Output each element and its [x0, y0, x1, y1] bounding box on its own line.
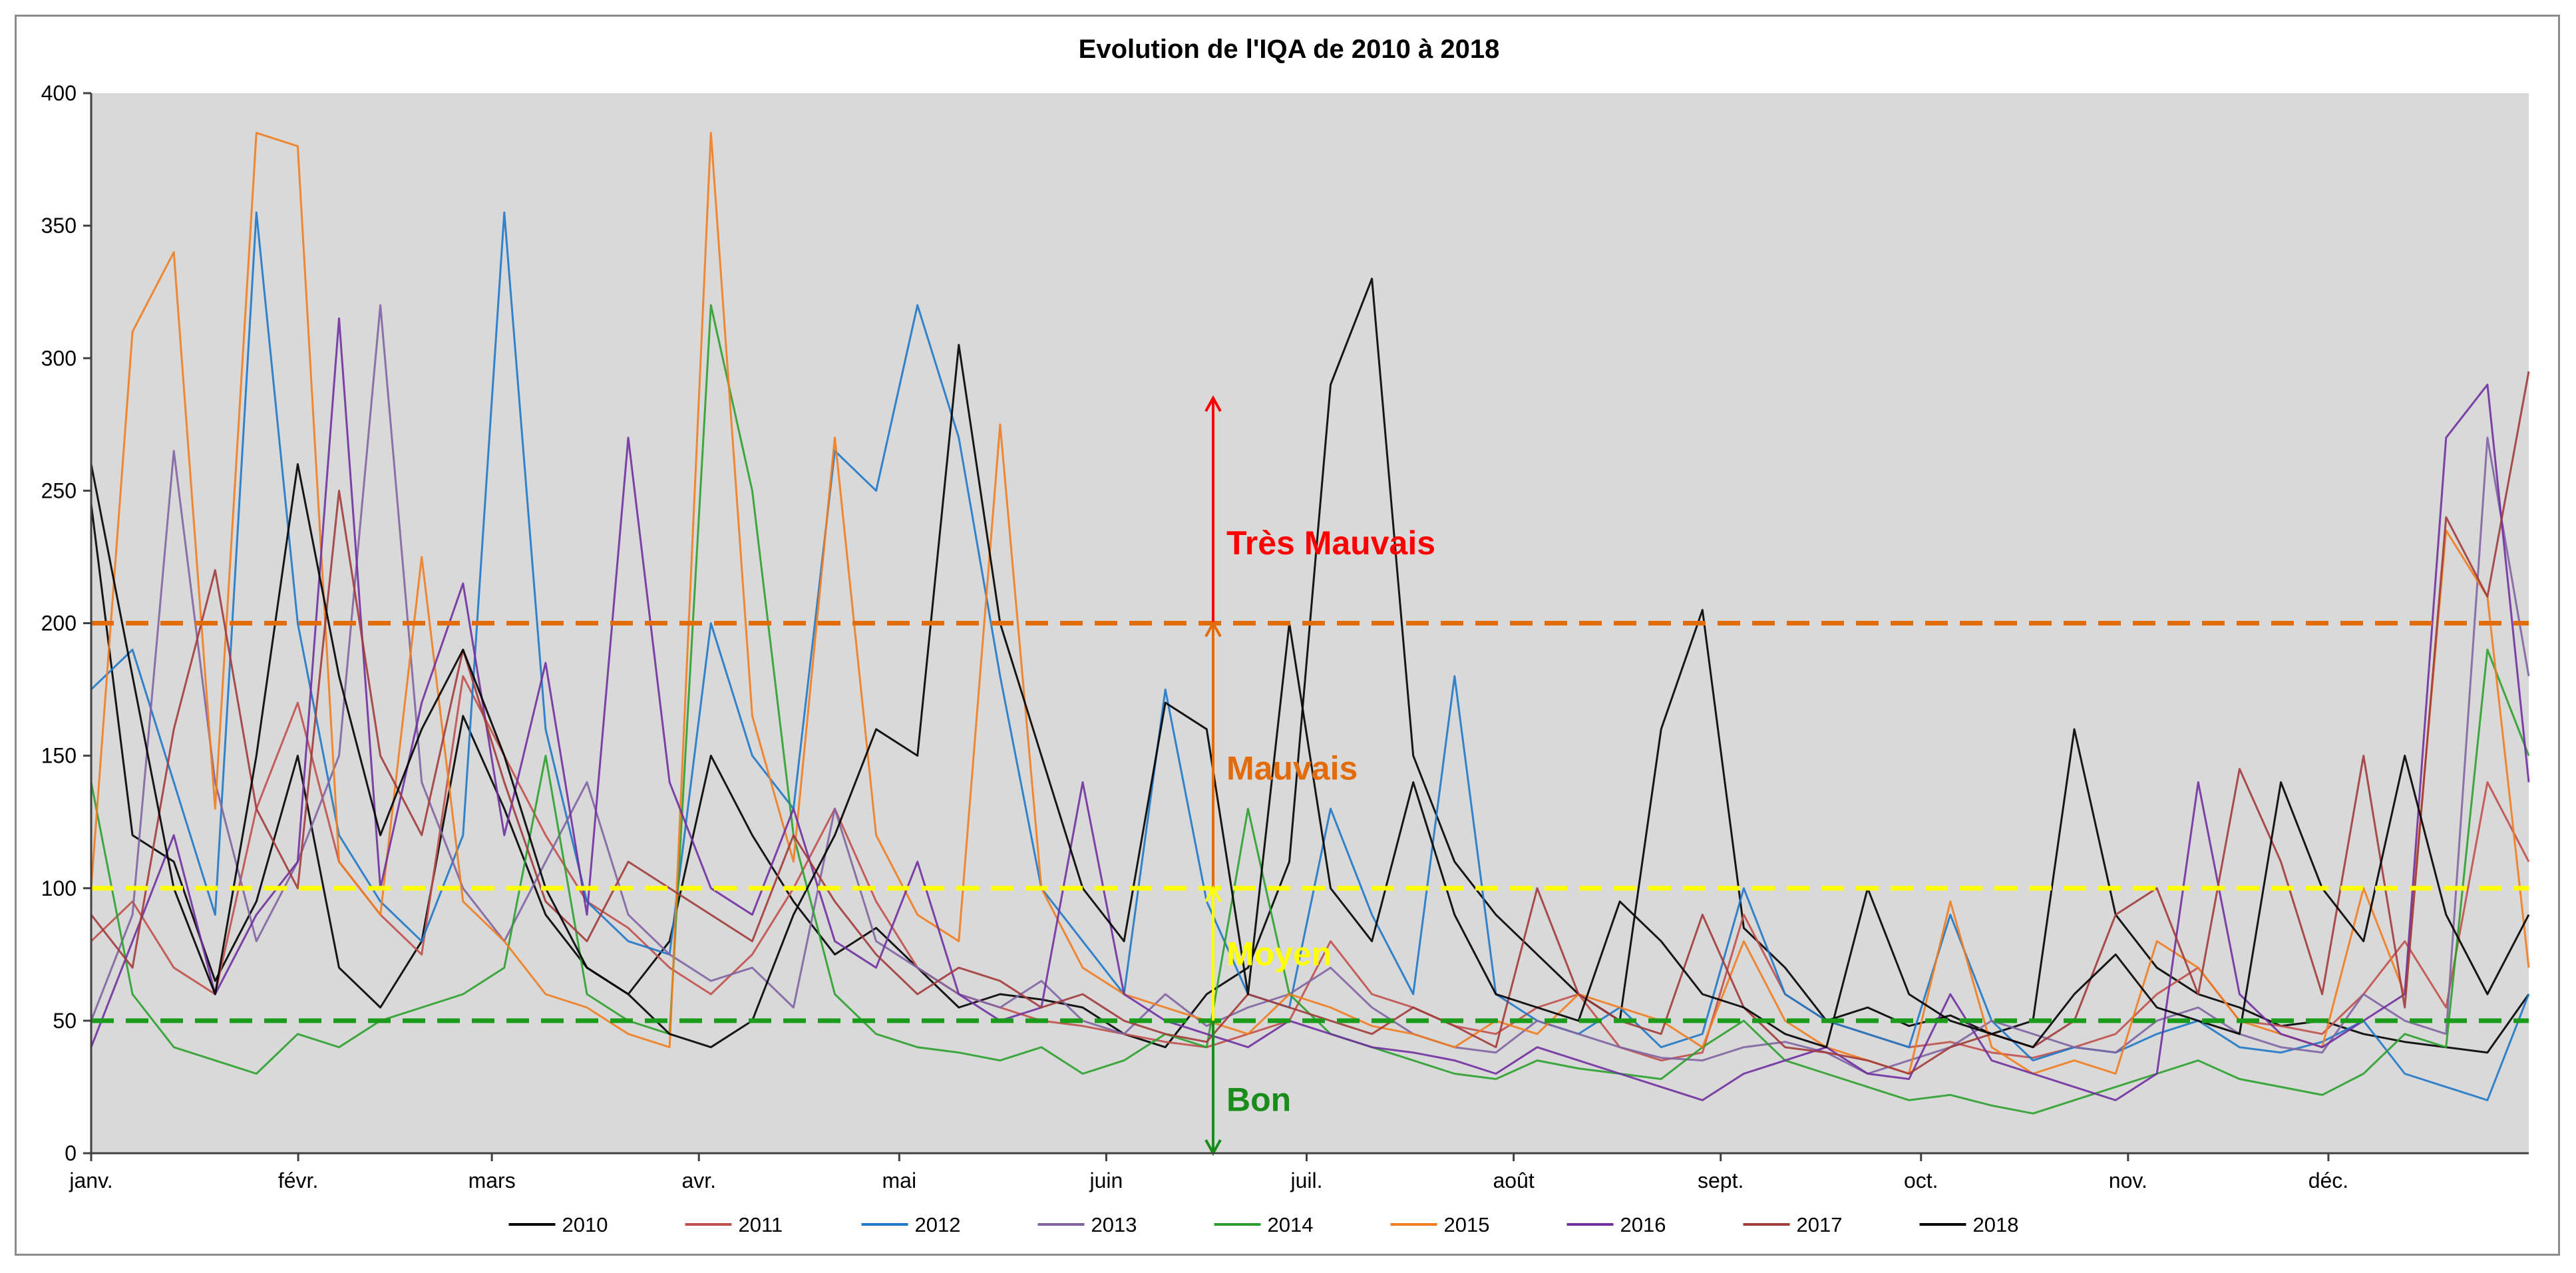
- legend-label-2013: 2013: [1091, 1213, 1137, 1236]
- line-chart: Evolution de l'IQA de 2010 à 2018 Très M…: [41, 35, 2530, 1236]
- reference-lines: [91, 621, 2529, 1023]
- legend: 2010 2011 2012 2013 2014 2015 2016 2017 2018: [508, 1213, 2019, 1236]
- legend-label-2015: 2015: [1444, 1213, 1490, 1236]
- arrow-head-0: [1204, 395, 1222, 412]
- y-axis-ticks: 0 50 100 150 200 250 300 350 400: [41, 81, 91, 1165]
- y-tick-label: 0: [65, 1141, 77, 1165]
- legend-label-2012: 2012: [915, 1213, 961, 1236]
- legend-label-2010: 2010: [562, 1213, 608, 1236]
- series-line-2016: [90, 317, 2530, 1101]
- chart-title: Evolution de l'IQA de 2010 à 2018: [1079, 35, 1500, 64]
- x-tick-label: août: [1493, 1169, 1534, 1192]
- y-tick-label: 400: [41, 81, 77, 105]
- x-tick-label: déc.: [2308, 1169, 2348, 1192]
- series-line-2013: [90, 304, 2530, 1075]
- y-tick-label: 50: [53, 1009, 77, 1033]
- x-tick-label: mai: [882, 1169, 917, 1192]
- y-tick-label: 350: [41, 214, 77, 238]
- x-tick-label: févr.: [278, 1169, 318, 1192]
- y-tick-label: 150: [41, 744, 77, 768]
- y-tick-label: 100: [41, 876, 77, 900]
- legend-label-2017: 2017: [1797, 1213, 1843, 1236]
- category-arrows: Très Mauvais Mauvais Moyen Bon: [1204, 395, 1435, 1157]
- category-label-0: Très Mauvais: [1226, 524, 1435, 562]
- y-tick-label: 250: [41, 478, 77, 502]
- category-label-2: Moyen: [1226, 935, 1332, 972]
- series-line-2018: [90, 343, 2530, 1049]
- x-tick-label: oct.: [1904, 1169, 1938, 1192]
- x-tick-label: juil.: [1290, 1169, 1322, 1192]
- x-tick-label: mars: [468, 1169, 516, 1192]
- legend-label-2011: 2011: [739, 1213, 783, 1236]
- category-label-1: Mauvais: [1226, 750, 1358, 787]
- x-tick-label: juin: [1089, 1169, 1123, 1192]
- x-tick-label: janv.: [69, 1169, 112, 1192]
- legend-label-2014: 2014: [1268, 1213, 1314, 1236]
- arrow-head-2: [1204, 885, 1222, 902]
- y-tick-label: 200: [41, 612, 77, 636]
- x-tick-label: avr.: [681, 1169, 716, 1192]
- series-line-2017: [90, 371, 2530, 1075]
- chart-frame: Evolution de l'IQA de 2010 à 2018 Très M…: [15, 15, 2560, 1256]
- x-axis-ticks: janv. févr. mars avr. mai juin juil. août sept. o…: [69, 1153, 2348, 1192]
- arrow-head-1: [1204, 620, 1222, 637]
- y-tick-label: 300: [41, 346, 77, 370]
- x-tick-label: sept.: [1698, 1169, 1744, 1192]
- legend-label-2016: 2016: [1620, 1213, 1666, 1236]
- x-tick-label: nov.: [2109, 1169, 2147, 1192]
- legend-label-2018: 2018: [1973, 1213, 2019, 1236]
- series-layer: [90, 132, 2530, 1115]
- series-line-2015: [90, 132, 2530, 1075]
- category-label-3: Bon: [1226, 1081, 1291, 1118]
